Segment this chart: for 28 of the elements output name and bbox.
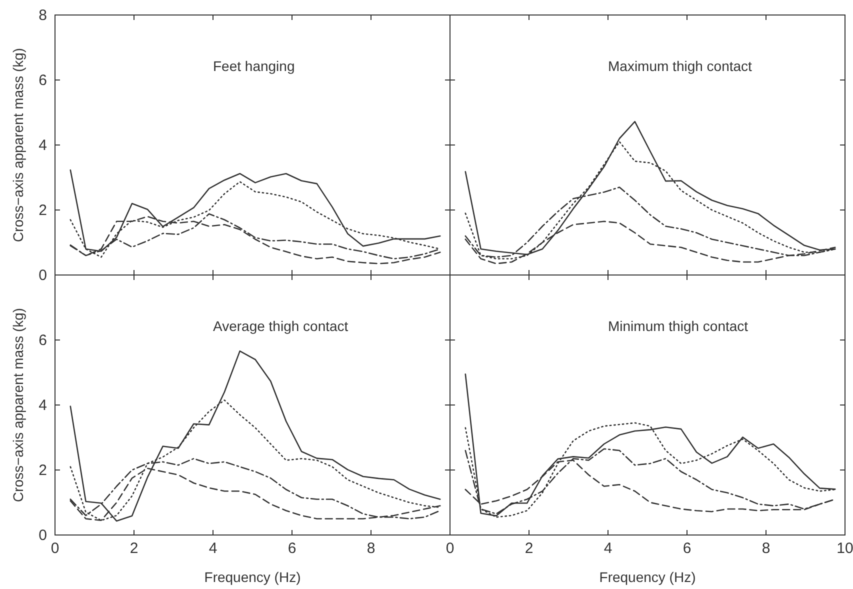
x-tick-label: 6: [682, 540, 692, 557]
x-tick-label: 4: [604, 540, 612, 557]
y-tick-label: 0: [38, 267, 47, 284]
x-tick-label: 8: [366, 540, 376, 557]
y-axis-title: Cross−axis apparent mass (kg): [10, 308, 26, 502]
x-tick-label: 8: [762, 540, 770, 557]
y-tick-label: 6: [38, 72, 47, 89]
y-tick-label: 6: [38, 332, 47, 349]
x-tick-label: 10: [836, 540, 853, 557]
x-axis-title: Frequency (Hz): [204, 569, 301, 585]
x-tick-label: 2: [524, 540, 534, 557]
y-tick-label: 2: [38, 202, 47, 219]
y-axis-title: Cross−axis apparent mass (kg): [10, 48, 26, 242]
text: Average thigh contact: [213, 318, 348, 334]
x-axis-title: Frequency (Hz): [599, 569, 696, 585]
y-tick-label: 4: [38, 137, 47, 154]
y-tick-label: 2: [38, 462, 47, 479]
x-tick-label: 0: [50, 540, 60, 557]
text: Maximum thigh contact: [608, 58, 752, 74]
x-tick-label: 2: [130, 540, 138, 557]
y-tick-label: 8: [38, 7, 47, 24]
x-tick-label: 4: [208, 540, 218, 557]
x-tick-label: 6: [288, 540, 296, 557]
text: Minimum thigh contact: [608, 318, 748, 334]
y-tick-label: 0: [38, 527, 47, 544]
y-tick-label: 4: [38, 397, 47, 414]
text: Feet hanging: [213, 58, 295, 74]
x-tick-label: 0: [446, 540, 454, 557]
